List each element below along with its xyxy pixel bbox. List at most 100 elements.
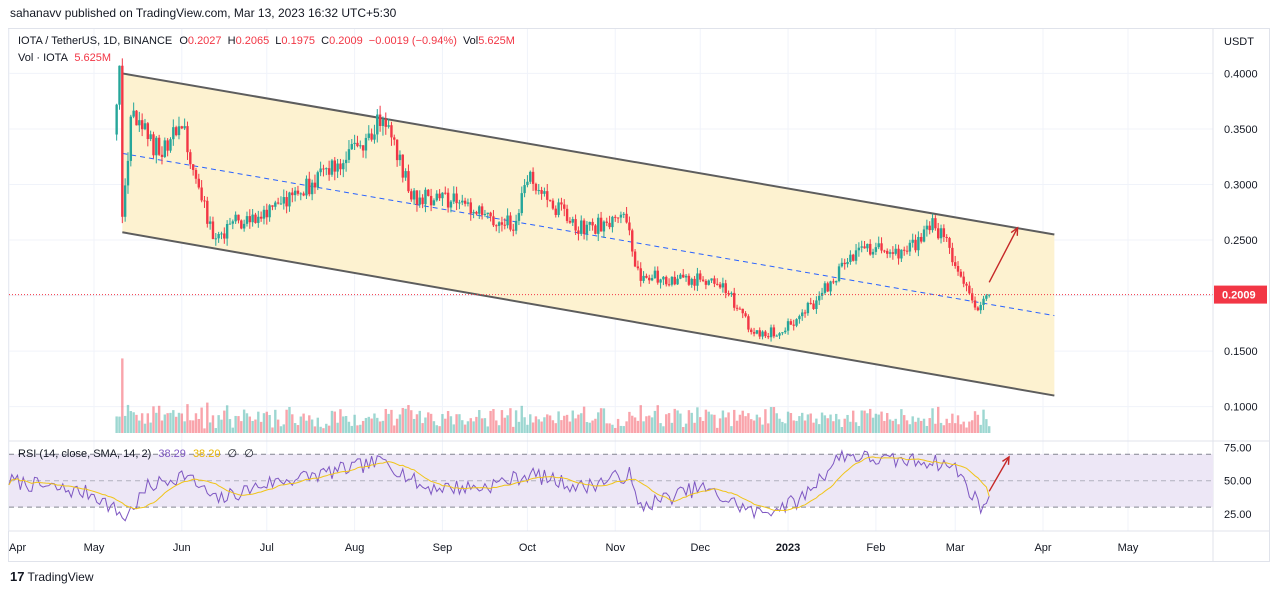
volume-bar-81 xyxy=(344,416,348,433)
volume-bar-36 xyxy=(217,415,220,433)
candle-body-270 xyxy=(880,243,883,251)
volume-bar-246 xyxy=(812,422,815,433)
volume-bar-298 xyxy=(959,424,963,433)
candle-body-130 xyxy=(483,213,487,215)
candle-body-6 xyxy=(132,110,135,117)
time-tick-4: Aug xyxy=(345,542,365,554)
candle-body-9 xyxy=(140,120,144,130)
volume-bar-86 xyxy=(359,424,362,433)
volume-bar-197 xyxy=(673,408,676,433)
volume-bar-128 xyxy=(478,410,481,433)
volume-bar-138 xyxy=(506,415,509,433)
volume-bar-43 xyxy=(237,416,240,433)
volume-bar-45 xyxy=(242,409,246,433)
volume-bar-145 xyxy=(526,424,529,433)
volume-bar-10 xyxy=(143,423,147,433)
volume-bar-177 xyxy=(616,418,620,433)
volume-bar-95 xyxy=(384,408,387,433)
volume-bar-96 xyxy=(387,413,390,433)
volume-legend: Vol · IOTA 5.625M xyxy=(18,52,111,64)
candle-body-227 xyxy=(758,330,761,337)
volume-indicator-value: 5.625M xyxy=(74,52,112,64)
candle-body-67 xyxy=(305,178,308,196)
volume-bar-30 xyxy=(200,407,203,433)
volume-bar-278 xyxy=(903,415,906,433)
price-projection-arrow-head xyxy=(1010,226,1019,236)
vol-value: 5.625M xyxy=(478,35,515,47)
volume-bar-234 xyxy=(778,418,781,433)
volume-bar-28 xyxy=(194,413,198,433)
candle-body-124 xyxy=(466,202,470,204)
volume-bar-19 xyxy=(169,412,172,433)
time-tick-13: May xyxy=(1118,542,1139,554)
candle-body-240 xyxy=(795,319,798,326)
candle-body-107 xyxy=(418,197,421,205)
candle-body-76 xyxy=(330,160,334,175)
volume-bar-53 xyxy=(265,411,268,433)
candle-body-56 xyxy=(274,202,277,207)
volume-bar-223 xyxy=(747,413,750,433)
candle-body-103 xyxy=(407,171,410,192)
volume-bar-259 xyxy=(849,421,852,433)
volume-bar-146 xyxy=(529,414,532,433)
rsi-indicator-label[interactable]: RSI (14, close, SMA, 14, 2) xyxy=(18,448,152,460)
volume-bar-18 xyxy=(166,413,169,433)
tradingview-footer[interactable]: 17 TradingView xyxy=(10,569,94,584)
candle-body-299 xyxy=(962,276,965,284)
volume-bar-90 xyxy=(370,418,373,433)
candle-body-38 xyxy=(223,233,226,239)
volume-bar-115 xyxy=(441,414,444,433)
candle-body-1 xyxy=(118,65,121,105)
candle-body-169 xyxy=(594,225,597,234)
candle-body-92 xyxy=(376,114,379,135)
volume-bar-37 xyxy=(220,419,223,433)
candle-body-184 xyxy=(636,266,640,269)
candle-body-176 xyxy=(614,216,617,218)
time-tick-11: Mar xyxy=(946,542,965,554)
candle-body-157 xyxy=(560,202,563,205)
volume-bar-214 xyxy=(721,410,725,433)
volume-bar-47 xyxy=(248,416,251,433)
candle-body-45 xyxy=(242,223,246,229)
candle-body-183 xyxy=(633,251,637,267)
candle-body-277 xyxy=(900,249,903,259)
volume-bar-20 xyxy=(172,410,175,433)
volume-bar-200 xyxy=(682,427,685,433)
volume-bar-113 xyxy=(435,425,438,433)
candle-body-101 xyxy=(401,154,404,178)
candle-body-232 xyxy=(772,327,776,337)
candle-body-49 xyxy=(254,214,257,223)
y-axis-unit-label: USDT xyxy=(1224,36,1254,48)
candle-body-154 xyxy=(551,200,555,209)
price-legend: IOTA / TetherUS, 1D, BINANCE O0.2027 H0.… xyxy=(18,35,515,47)
candle-body-246 xyxy=(812,303,815,309)
candle-body-202 xyxy=(687,275,691,285)
candle-body-288 xyxy=(931,218,934,231)
candle-body-95 xyxy=(384,119,387,127)
rsi-line xyxy=(8,449,990,522)
price-tick-6: 0.4000 xyxy=(1224,68,1258,80)
candle-body-203 xyxy=(690,278,693,285)
volume-indicator-label[interactable]: Vol · IOTA xyxy=(18,52,68,64)
candle-body-7 xyxy=(135,110,138,126)
candle-body-173 xyxy=(605,221,608,223)
volume-bar-192 xyxy=(659,423,662,433)
candle-body-84 xyxy=(353,142,356,145)
volume-bar-291 xyxy=(939,422,943,433)
candle-body-118 xyxy=(449,201,453,208)
candle-body-97 xyxy=(390,125,393,138)
volume-bar-290 xyxy=(937,406,940,433)
volume-bar-133 xyxy=(492,409,495,433)
candle-body-43 xyxy=(237,214,240,221)
volume-bar-42 xyxy=(234,415,237,433)
volume-bar-241 xyxy=(798,416,801,433)
price-projection-arrow-shaft xyxy=(988,227,1019,283)
candle-body-214 xyxy=(721,283,725,288)
symbol-label[interactable]: IOTA / TetherUS, 1D, BINANCE xyxy=(18,35,173,47)
rsi-tick-1: 50.00 xyxy=(1224,476,1252,488)
candle-body-200 xyxy=(682,274,685,278)
volume-bar-277 xyxy=(900,409,903,433)
volume-bar-261 xyxy=(854,422,858,433)
candle-body-291 xyxy=(939,228,943,239)
